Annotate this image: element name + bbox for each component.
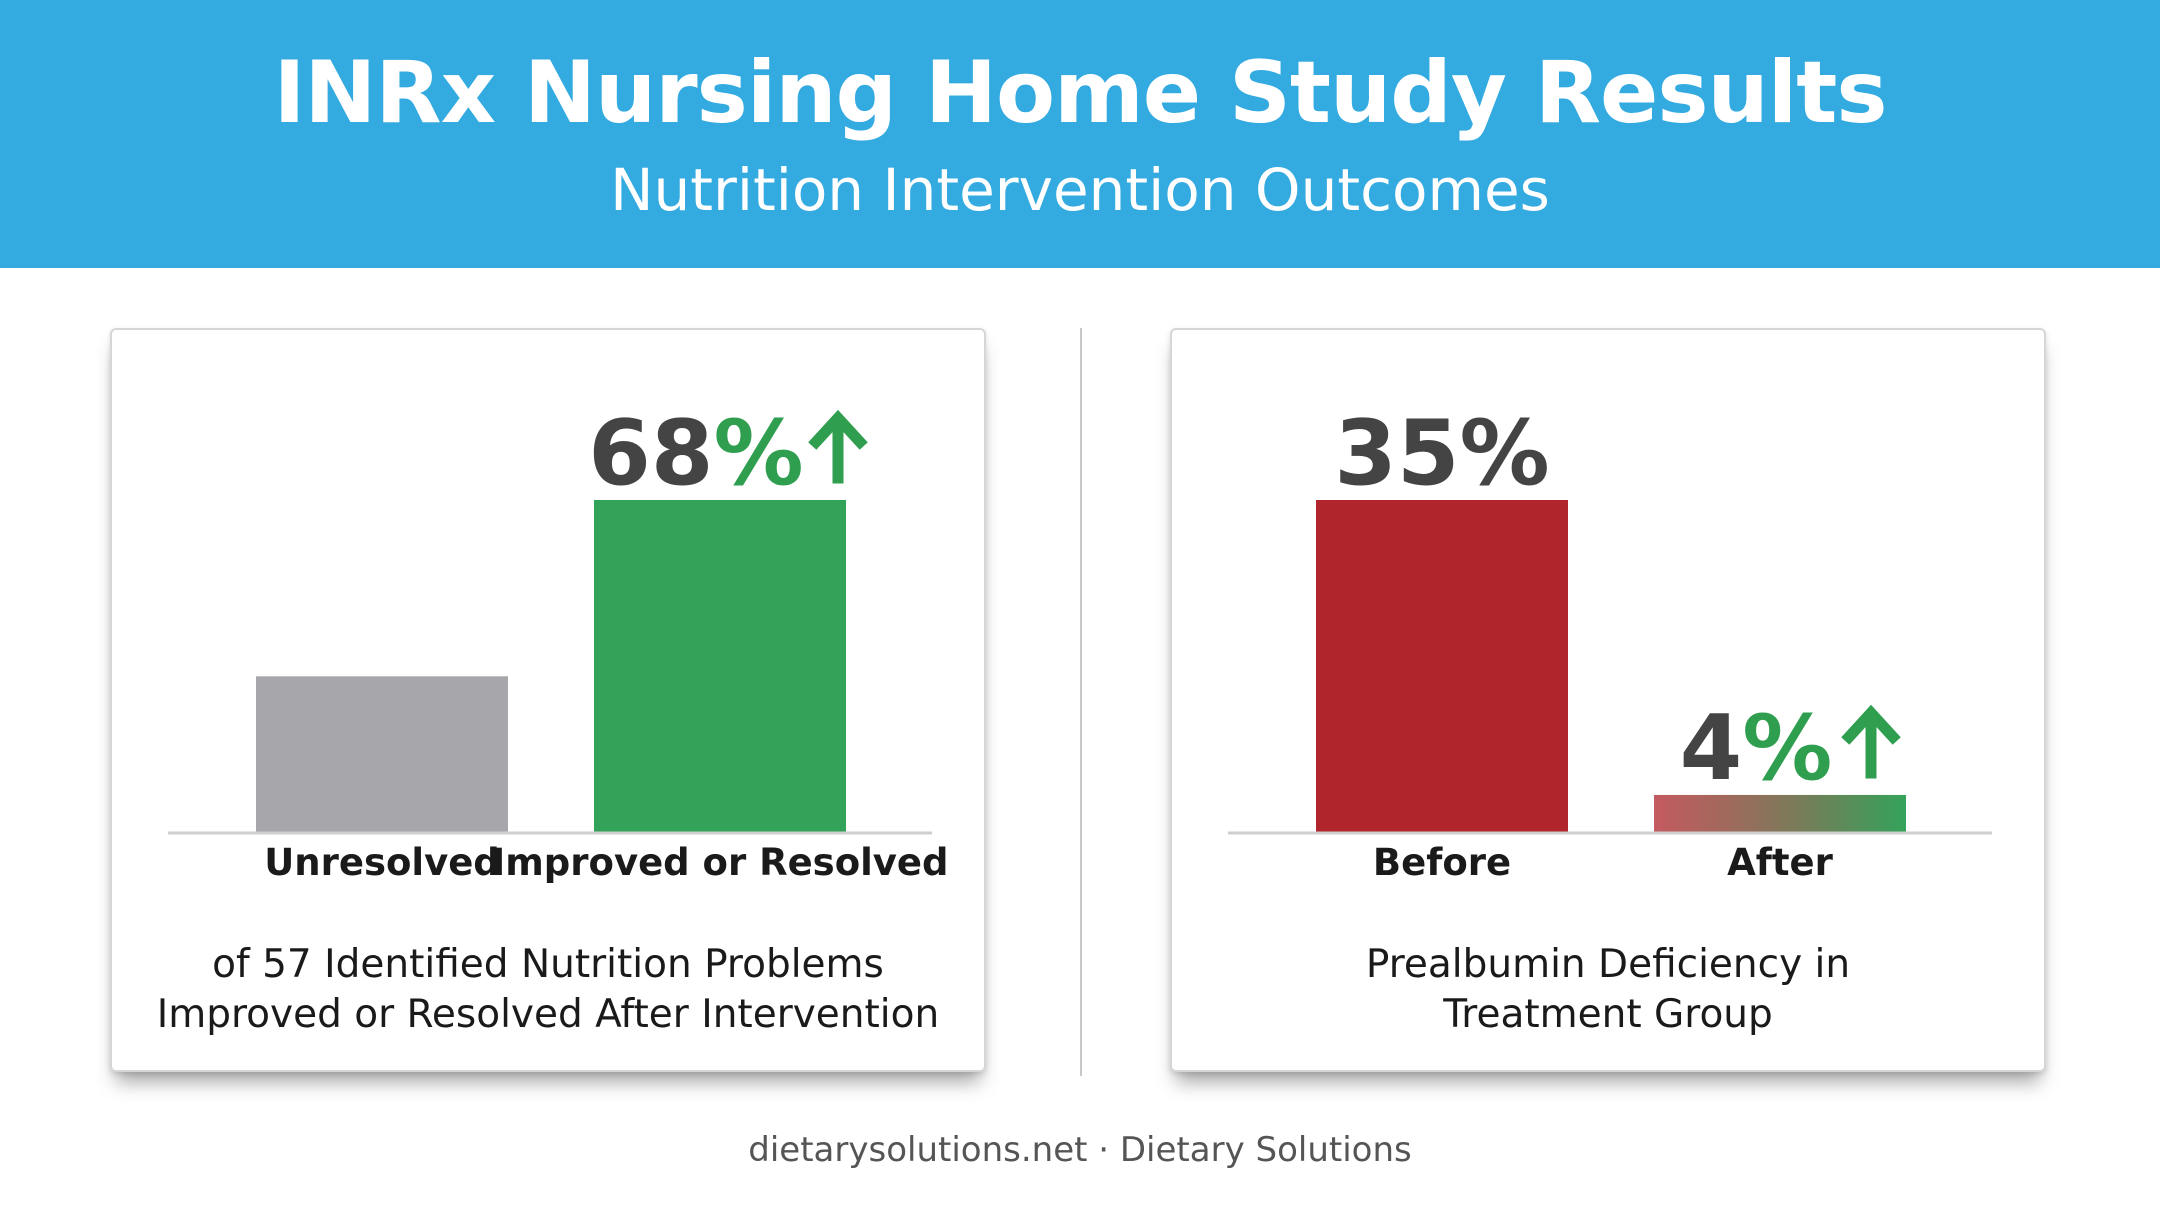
caption-line: of 57 Identified Nutrition Problems — [212, 942, 884, 987]
footer-credit: dietarysolutions.net · Dietary Solutions — [748, 1130, 1412, 1170]
chart-card-problems: Unresolved Improved or Resolved 68% of 57 … — [110, 328, 986, 1072]
chart-caption-problems: of 57 Identified Nutrition Problems Impr… — [112, 940, 984, 1040]
bar-after — [1654, 794, 1906, 833]
page-subtitle: Nutrition Intervention Outcomes — [610, 156, 1550, 224]
tick-label: After — [1727, 841, 1834, 884]
data-label-group: 35% — [1334, 401, 1549, 506]
divider — [1080, 328, 1082, 1076]
chart-prealbumin-deficiency: Before 35% After 4% — [1228, 401, 1992, 884]
tick-label: Before — [1373, 841, 1511, 884]
data-label: 35% — [1334, 401, 1549, 506]
data-label-group: 68% — [588, 401, 868, 506]
tick-label: Improved or Resolved — [491, 841, 948, 884]
data-label: 68% — [588, 401, 803, 506]
bar-unresolved — [256, 676, 508, 833]
header-banner: INRx Nursing Home Study Results Nutritio… — [0, 0, 2160, 268]
tick-label: Unresolved — [264, 841, 500, 884]
caption-line: Prealbumin Deficiency in — [1365, 942, 1851, 987]
caption-line: Treatment Group — [1443, 992, 1773, 1037]
chart-caption-prealbumin: Prealbumin Deficiency in Treatment Group — [1172, 940, 2044, 1040]
data-label: 4% — [1680, 696, 1833, 801]
data-label-group: 4% — [1680, 696, 1901, 801]
arrow-up-icon — [808, 409, 868, 484]
bar-improved-or-resolved — [594, 500, 846, 833]
arrow-up-icon — [1841, 704, 1901, 779]
page-title: INRx Nursing Home Study Results — [273, 43, 1887, 143]
caption-line: Improved or Resolved After Intervention — [156, 992, 940, 1037]
bar-before — [1316, 500, 1568, 833]
chart-card-prealbumin: Before 35% After 4% Prealbumin Deficiency i… — [1170, 328, 2046, 1072]
